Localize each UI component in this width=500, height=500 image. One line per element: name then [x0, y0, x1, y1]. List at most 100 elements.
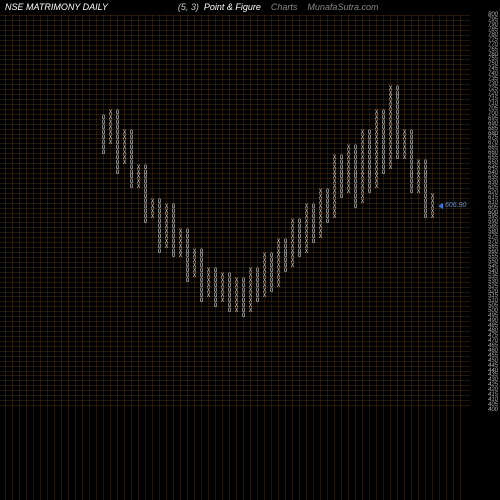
pnf-x-cell: X [205, 279, 212, 284]
pnf-o-cell: O [408, 136, 415, 141]
pnf-o-cell: O [184, 259, 191, 264]
pnf-o-cell: O [142, 200, 149, 205]
pnf-x-cell: X [261, 279, 268, 284]
pnf-x-cell: X [331, 200, 338, 205]
pnf-o-cell: O [268, 284, 275, 289]
pnf-o-cell: O [114, 131, 121, 136]
pnf-o-cell: O [142, 205, 149, 210]
pnf-x-cell: X [233, 299, 240, 304]
pnf-x-cell: X [163, 225, 170, 230]
pnf-x-cell: X [429, 200, 436, 205]
pnf-x-cell: X [345, 171, 352, 176]
pnf-o-cell: O [156, 235, 163, 240]
pnf-o-cell: O [380, 156, 387, 161]
pnf-o-cell: O [352, 146, 359, 151]
pnf-o-cell: O [394, 136, 401, 141]
pnf-x-cell: X [373, 141, 380, 146]
pnf-x-cell: X [429, 195, 436, 200]
pnf-x-cell: X [401, 136, 408, 141]
pnf-x-cell: X [401, 151, 408, 156]
pnf-x-cell: X [359, 156, 366, 161]
pnf-x-cell: X [219, 279, 226, 284]
pnf-x-cell: X [107, 111, 114, 116]
pnf-o-cell: O [142, 171, 149, 176]
pnf-o-cell: O [282, 269, 289, 274]
pnf-o-cell: O [310, 235, 317, 240]
pnf-x-cell: X [261, 269, 268, 274]
title-symbol: NSE MATRIMONY DAILY [5, 2, 108, 16]
pnf-o-cell: O [114, 146, 121, 151]
pnf-o-cell: O [296, 220, 303, 225]
pnf-o-cell: O [184, 235, 191, 240]
pnf-o-cell: O [380, 166, 387, 171]
pnf-o-cell: O [268, 264, 275, 269]
pnf-o-cell: O [380, 151, 387, 156]
pnf-o-cell: O [226, 299, 233, 304]
pnf-x-cell: X [373, 111, 380, 116]
pnf-o-cell: O [408, 190, 415, 195]
pnf-x-cell: X [303, 210, 310, 215]
pnf-x-cell: X [415, 161, 422, 166]
pnf-x-cell: X [303, 215, 310, 220]
pnf-o-cell: O [114, 111, 121, 116]
pnf-x-cell: X [163, 245, 170, 250]
pnf-o-cell: O [310, 205, 317, 210]
pnf-o-cell: O [380, 146, 387, 151]
pnf-o-cell: O [366, 156, 373, 161]
pnf-x-cell: X [359, 136, 366, 141]
pnf-o-cell: O [268, 269, 275, 274]
pnf-o-cell: O [212, 269, 219, 274]
pnf-o-cell: O [128, 131, 135, 136]
pnf-x-cell: X [191, 250, 198, 255]
pnf-o-cell: O [212, 274, 219, 279]
pnf-o-cell: O [352, 190, 359, 195]
pnf-x-cell: X [387, 151, 394, 156]
pnf-x-cell: X [345, 190, 352, 195]
pnf-o-cell: O [408, 141, 415, 146]
pnf-x-cell: X [107, 136, 114, 141]
pnf-o-cell: O [394, 151, 401, 156]
pnf-o-cell: O [394, 87, 401, 92]
pnf-plot-area: OOOOOOOOXXXXXXXOOOOOOOOOOOOOXXXXXXXOOOOO… [0, 15, 470, 410]
pnf-x-cell: X [359, 190, 366, 195]
pnf-o-cell: O [394, 126, 401, 131]
pnf-x-cell: X [387, 111, 394, 116]
pnf-x-cell: X [247, 279, 254, 284]
pnf-o-cell: O [352, 166, 359, 171]
pnf-o-cell: O [422, 185, 429, 190]
pnf-o-cell: O [128, 175, 135, 180]
pnf-o-cell: O [380, 126, 387, 131]
pnf-o-cell: O [170, 205, 177, 210]
pnf-o-cell: O [142, 166, 149, 171]
last-price-marker-icon [438, 203, 443, 209]
pnf-o-cell: O [114, 161, 121, 166]
pnf-x-cell: X [205, 269, 212, 274]
pnf-o-cell: O [100, 121, 107, 126]
pnf-o-cell: O [338, 166, 345, 171]
pnf-x-cell: X [163, 230, 170, 235]
pnf-x-cell: X [177, 254, 184, 259]
pnf-o-cell: O [310, 240, 317, 245]
pnf-x-cell: X [303, 205, 310, 210]
pnf-o-cell: O [394, 121, 401, 126]
pnf-x-cell: X [247, 304, 254, 309]
pnf-o-cell: O [240, 279, 247, 284]
pnf-o-cell: O [310, 210, 317, 215]
pnf-o-cell: O [394, 116, 401, 121]
pnf-x-cell: X [177, 240, 184, 245]
pnf-x-cell: X [163, 210, 170, 215]
pnf-o-cell: O [366, 180, 373, 185]
pnf-o-cell: O [100, 151, 107, 156]
pnf-o-cell: O [184, 279, 191, 284]
pnf-x-cell: X [387, 92, 394, 97]
pnf-o-cell: O [324, 205, 331, 210]
pnf-o-cell: O [282, 264, 289, 269]
pnf-x-cell: X [219, 289, 226, 294]
pnf-x-cell: X [303, 220, 310, 225]
pnf-o-cell: O [338, 185, 345, 190]
pnf-o-cell: O [296, 254, 303, 259]
pnf-x-cell: X [373, 171, 380, 176]
pnf-x-cell: X [387, 87, 394, 92]
pnf-o-cell: O [380, 111, 387, 116]
pnf-x-cell: X [261, 289, 268, 294]
